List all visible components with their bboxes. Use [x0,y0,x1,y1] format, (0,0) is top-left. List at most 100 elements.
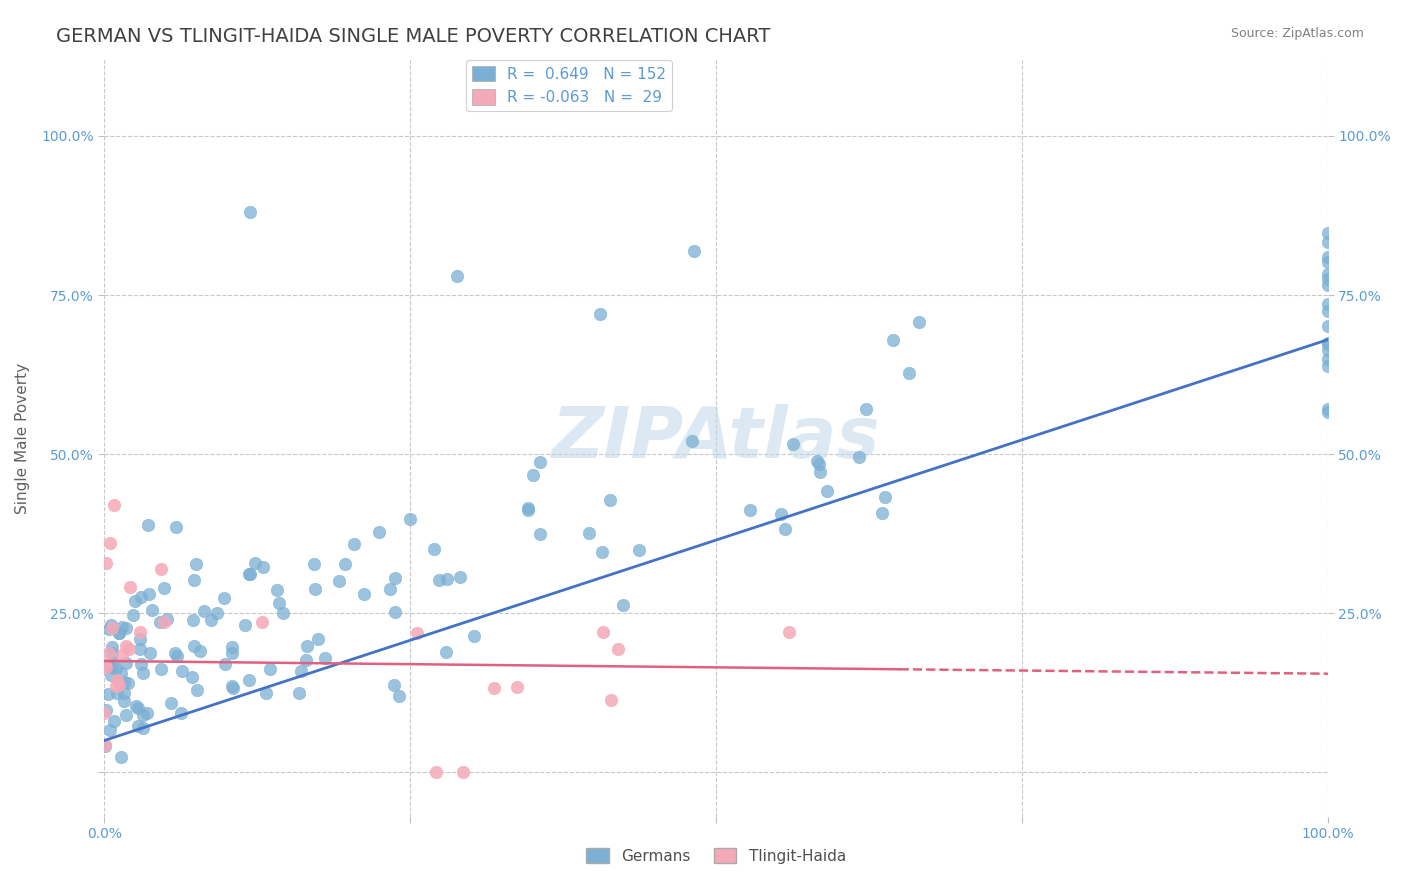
Point [243,556,266,570]
Point [100,667,122,681]
Point [149,662,172,676]
Point [129,657,152,672]
Point [1316,351,1339,366]
Point [505,680,527,694]
Point [128,624,150,639]
Point [238,567,260,582]
Point [96,556,118,570]
Point [124,593,146,607]
Point [139,646,162,660]
Point [138,587,160,601]
Point [782,437,804,451]
Point [156,612,179,626]
Point [328,574,350,589]
Point [333,557,356,571]
Point [100,618,122,632]
Point [214,657,236,672]
Point [873,490,896,504]
Point [343,536,366,550]
Point [600,693,623,707]
Point [1316,303,1339,318]
Point [427,573,450,587]
Point [578,526,600,541]
Point [238,673,260,687]
Point [136,706,159,720]
Point [770,507,793,521]
Point [152,582,174,596]
Point [115,657,138,671]
Point [808,457,831,471]
Point [259,662,281,676]
Point [589,307,612,321]
Point [384,605,406,619]
Point [127,701,149,715]
Point [1316,343,1339,357]
Point [114,621,136,635]
Point [112,693,135,707]
Point [627,543,650,558]
Point [517,500,540,515]
Point [1316,277,1339,292]
Point [184,557,207,571]
Point [200,613,222,627]
Point [103,714,125,728]
Point [516,502,538,516]
Point [221,679,243,693]
Point [110,648,132,662]
Point [307,632,329,646]
Point [170,706,193,720]
Point [463,629,485,643]
Point [127,719,149,733]
Point [93,706,115,720]
Point [94,657,117,672]
Point [773,522,796,536]
Point [110,750,132,764]
Point [97,687,120,701]
Point [353,587,375,601]
Point [186,682,208,697]
Point [136,518,159,533]
Point [108,626,131,640]
Point [1316,235,1339,250]
Point [870,506,893,520]
Point [183,613,205,627]
Point [105,686,128,700]
Point [434,645,457,659]
Point [808,465,831,479]
Point [425,765,447,780]
Point [111,620,134,634]
Point [100,640,122,655]
Point [160,696,183,710]
Point [131,665,153,680]
Point [1316,405,1339,419]
Point [288,686,311,700]
Point [108,626,131,640]
Point [778,624,800,639]
Point [612,598,634,612]
Point [94,738,117,752]
Point [115,708,138,723]
Point [1316,226,1339,240]
Point [398,512,420,526]
Point [110,666,132,681]
Point [214,591,236,605]
Point [294,653,316,667]
Point [132,707,155,722]
Point [252,560,274,574]
Point [267,596,290,610]
Point [250,615,273,629]
Point [1316,267,1339,281]
Point [94,660,117,674]
Point [1316,337,1339,351]
Point [170,665,193,679]
Point [591,544,613,558]
Point [406,626,429,640]
Point [125,698,148,713]
Point [592,625,614,640]
Point [117,676,139,690]
Point [378,582,401,596]
Point [152,615,174,630]
Point [449,570,471,584]
Point [104,679,127,693]
Point [166,649,188,664]
